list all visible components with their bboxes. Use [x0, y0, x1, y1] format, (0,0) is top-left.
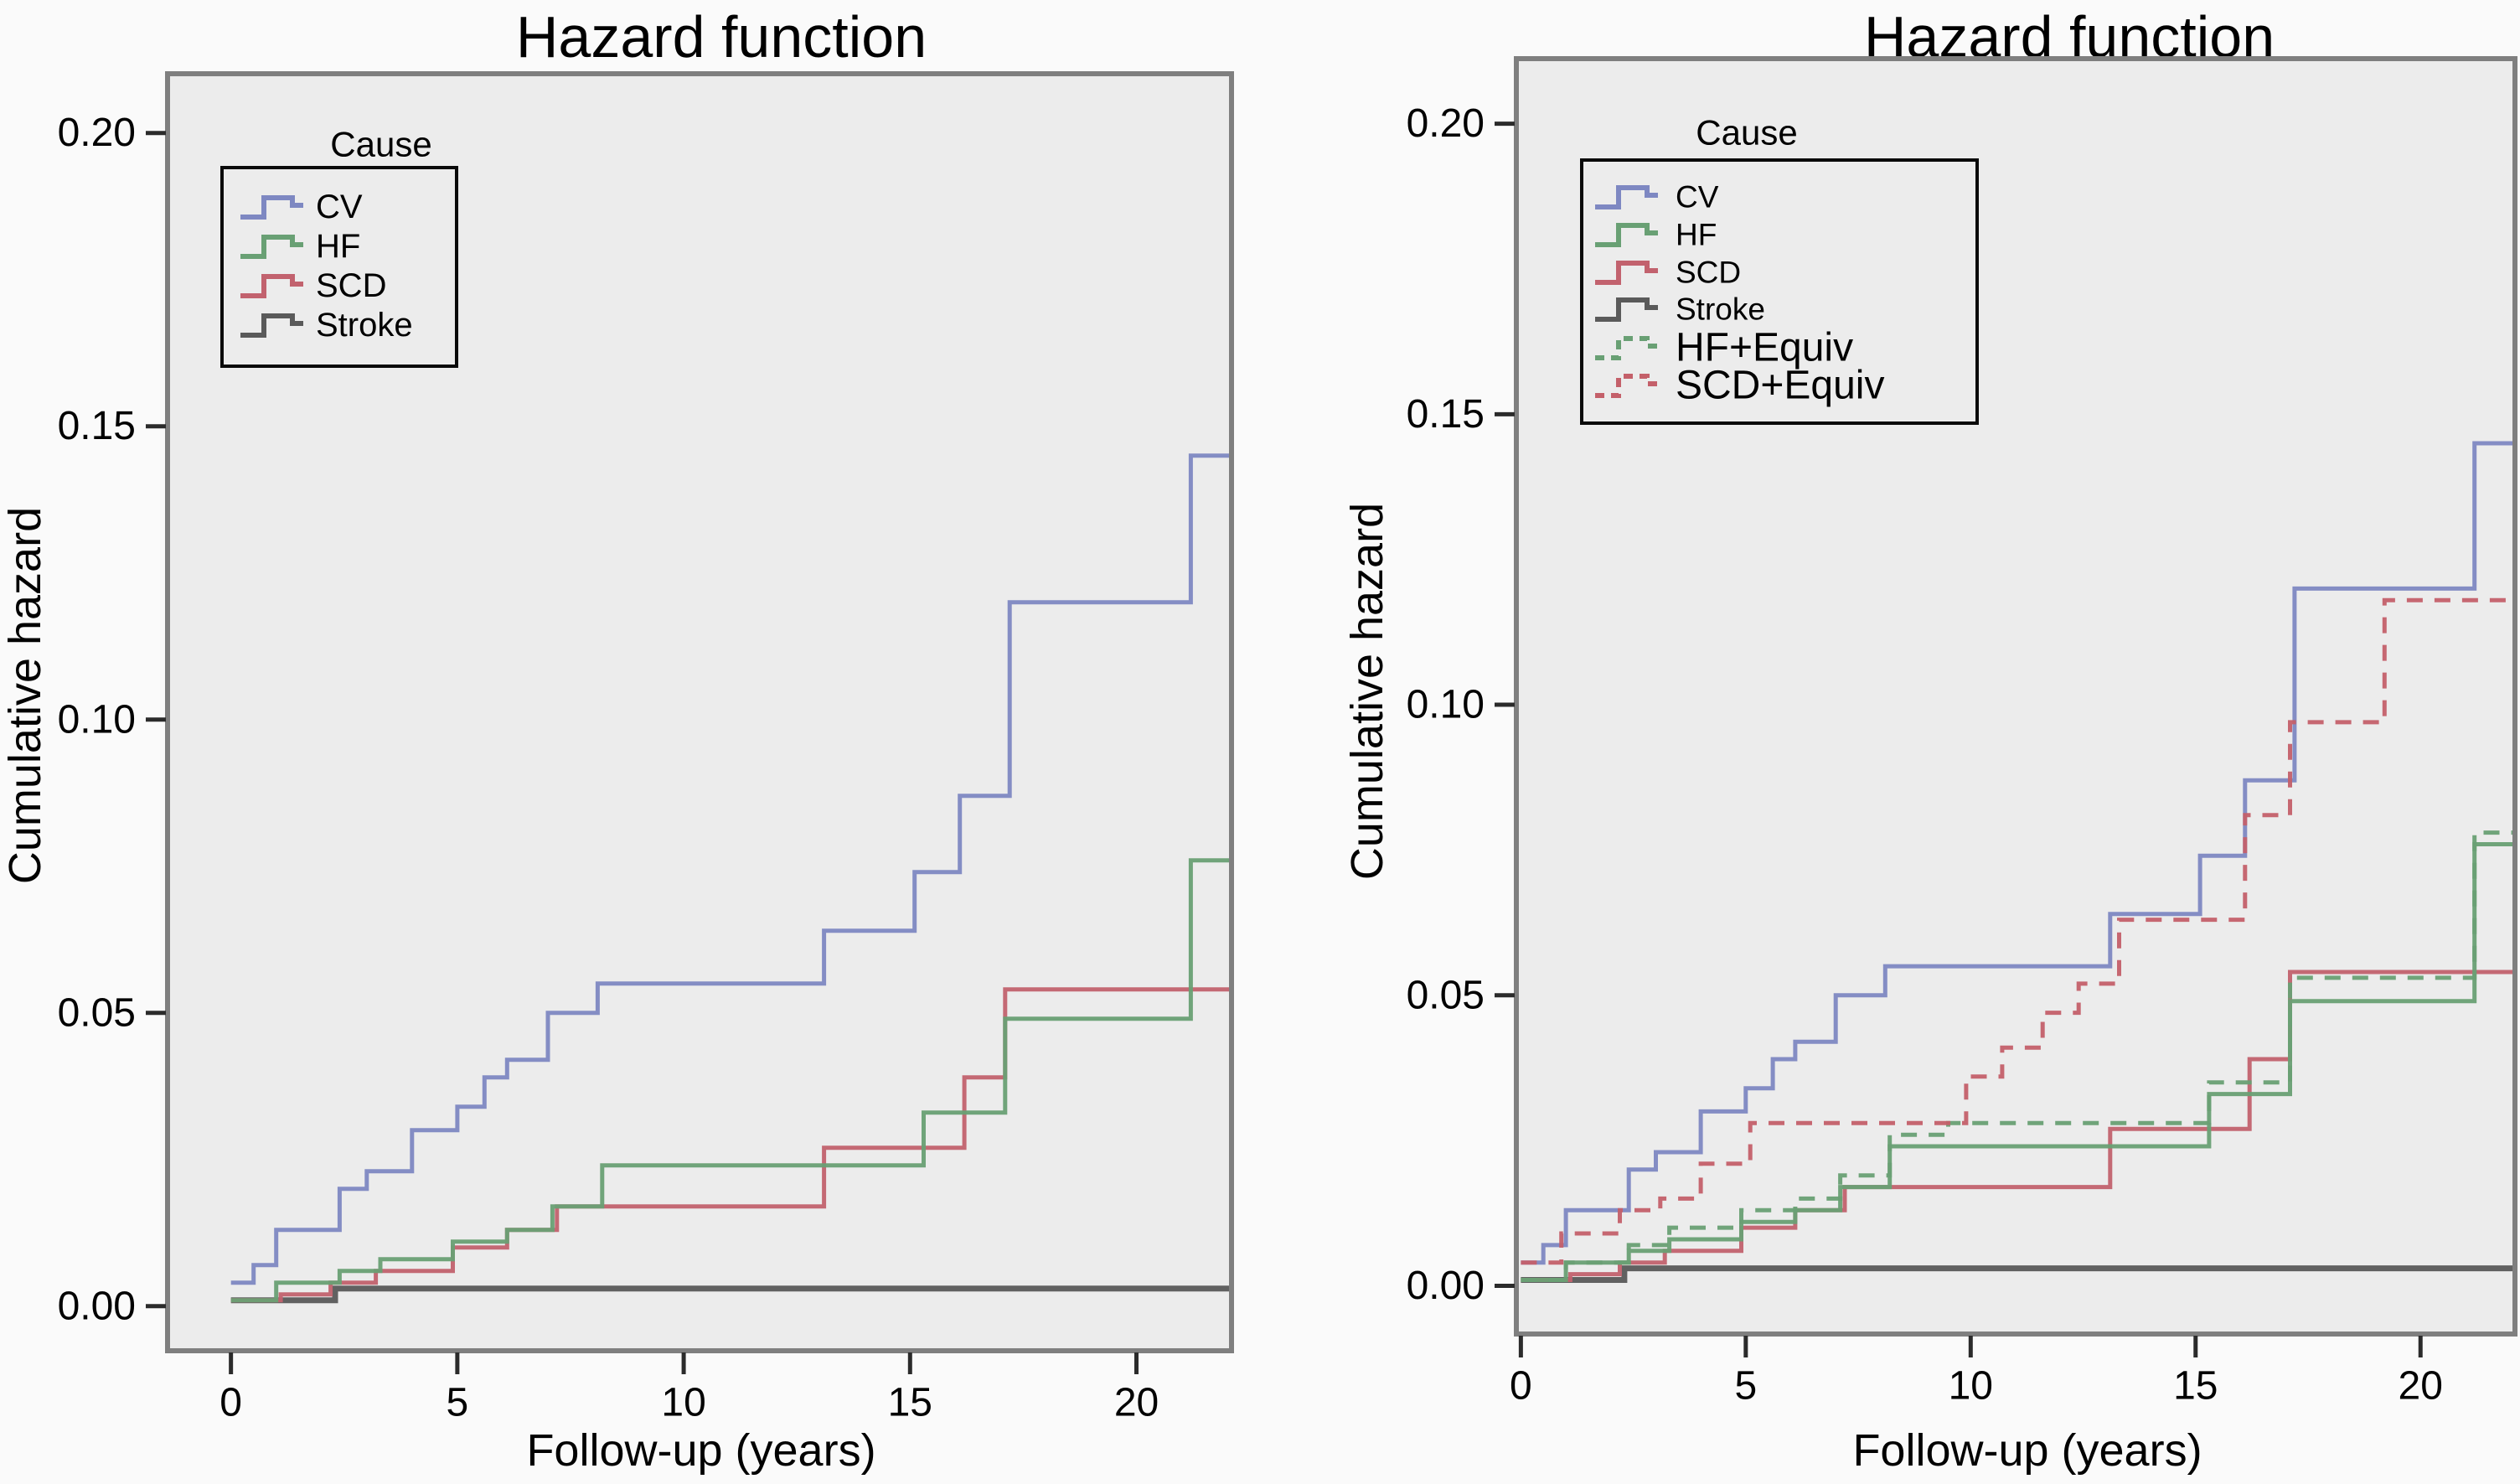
x-tick-label: 15	[888, 1381, 932, 1425]
plot-frame	[165, 71, 1234, 1353]
right-x-axis-label: Follow-up (years)	[1852, 1425, 2202, 1476]
left-x-axis-label: Follow-up (years)	[526, 1425, 876, 1476]
y-tick-label: 0.20	[1407, 101, 1485, 146]
legend-label-scd-plus-equiv: SCD+Equiv	[1676, 364, 1884, 408]
x-tick-label: 15	[2173, 1364, 2218, 1409]
y-tick-label: 0.10	[58, 697, 136, 742]
x-tick-label: 0	[219, 1381, 242, 1425]
y-tick-label: 0.05	[58, 990, 136, 1035]
y-tick-label: 0.15	[58, 404, 136, 448]
x-tick-label: 5	[1734, 1364, 1757, 1409]
x-tick-label: 0	[1510, 1364, 1532, 1409]
left-hazard-panel: 0.00 0.05 0.10 0.15 0.20 0 5 10 15 20 Cause CVHFSCD…	[58, 71, 1234, 1425]
legend-symbol-scd-plus-equiv-line	[1595, 374, 1658, 398]
left-chart-title: Hazard function	[515, 4, 927, 70]
series-line-stroke	[230, 1285, 1229, 1304]
legend-label-stroke: Stroke	[1676, 292, 1765, 327]
legend-label-hf: HF	[316, 228, 360, 265]
legend-box	[220, 166, 458, 368]
legend-symbol-hf-line	[240, 235, 303, 259]
y-tick-label: 0.20	[58, 111, 136, 155]
series-line-scd-plus-equiv	[1521, 597, 2512, 1265]
legend-symbol-scd-line	[1595, 261, 1658, 285]
series-line-cv	[230, 453, 1229, 1285]
legend-symbol-stroke-line	[1595, 297, 1658, 322]
legend-symbol-hf-plus-equiv-line	[1595, 336, 1658, 360]
legend-label-scd: SCD	[316, 267, 386, 304]
series-line-hf-plus-equiv	[1521, 830, 2512, 1282]
legend-label-hf-plus-equiv: HF+Equiv	[1676, 326, 1853, 370]
x-tick-label: 20	[1114, 1381, 1159, 1425]
legend-symbol-stroke-line	[240, 313, 303, 338]
legend-label-hf: HF	[1676, 218, 1717, 252]
x-tick-label: 10	[661, 1381, 705, 1425]
x-tick-label: 5	[447, 1381, 469, 1425]
legend-symbol-scd-line	[240, 274, 303, 298]
legend-title: Cause	[1696, 113, 1797, 153]
y-tick-label: 0.00	[58, 1284, 136, 1328]
y-tick-label: 0.15	[1407, 392, 1485, 437]
legend-symbol-hf-line	[1595, 223, 1658, 247]
legend-label-stroke: Stroke	[316, 307, 413, 344]
y-tick-label: 0.05	[1407, 973, 1485, 1017]
y-tick-label: 0.10	[1407, 683, 1485, 727]
series-line-cv	[1521, 441, 2512, 1265]
series-line-hf	[230, 858, 1229, 1303]
series-line-stroke	[1521, 1265, 2512, 1283]
legend-label-cv: CV	[1676, 180, 1719, 215]
legend-symbol-cv-line	[240, 195, 303, 220]
legend-label-cv: CV	[316, 189, 363, 225]
legend-title: Cause	[330, 125, 431, 164]
plot-frame	[1514, 56, 2517, 1337]
legend-box	[1580, 158, 1979, 425]
y-tick-label: 0.00	[1407, 1264, 1485, 1308]
legend-symbol-cv-line	[1595, 185, 1658, 209]
x-tick-label: 10	[1949, 1364, 1993, 1409]
legend-label-scd: SCD	[1676, 256, 1741, 290]
x-tick-label: 20	[2399, 1364, 2443, 1409]
